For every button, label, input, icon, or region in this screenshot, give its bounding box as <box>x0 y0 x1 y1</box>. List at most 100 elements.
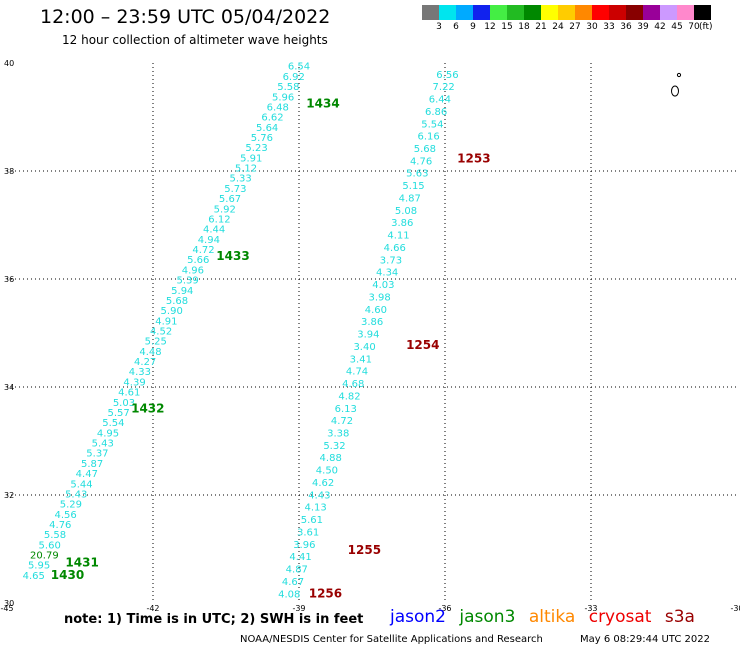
wave-height-label: 6.54 <box>288 62 310 73</box>
wave-height-label: 5.58 <box>277 82 299 93</box>
wave-height-label: 5.92 <box>214 204 236 215</box>
colorbar-label: 33 <box>603 22 615 32</box>
legend-jason3: jason3 <box>459 607 516 627</box>
pass-time-label: 1432 <box>131 402 164 416</box>
colorbar-label: 21 <box>535 22 547 32</box>
wave-height-label: 5.39 <box>176 276 198 287</box>
colorbar-swatch <box>490 5 507 20</box>
colorbar-label: 6 <box>453 22 459 32</box>
wave-height-label: 4.88 <box>320 453 342 464</box>
wave-height-label: 5.96 <box>272 92 294 103</box>
wave-height-label: 5.33 <box>230 174 252 185</box>
wave-height-label: 5.94 <box>171 286 193 297</box>
colorbar-label: 27 <box>569 22 581 32</box>
colorbar-swatch <box>422 5 439 20</box>
colorbar-swatch <box>524 5 541 20</box>
wave-height-label: 5.68 <box>414 144 436 155</box>
legend-jason2: jason2 <box>390 607 446 627</box>
colorbar-label: 9 <box>470 22 476 32</box>
pass-time-label: 1255 <box>348 543 381 557</box>
y-tick-label: 38 <box>4 167 14 176</box>
colorbar-swatch <box>660 5 677 20</box>
colorbar-swatch <box>643 5 660 20</box>
wave-height-label: 3.41 <box>350 354 372 365</box>
wave-height-label: 3.98 <box>369 292 391 303</box>
wave-height-label: 5.91 <box>240 153 262 164</box>
wave-height-label: 5.32 <box>323 441 345 452</box>
footer-credit: NOAA/NESDIS Center for Satellite Applica… <box>240 634 543 645</box>
wave-height-label: 5.03 <box>113 398 135 409</box>
colorbar-label: 18 <box>518 22 530 32</box>
wave-height-label: 3.86 <box>361 317 383 328</box>
wave-height-label: 5.43 <box>92 439 114 450</box>
wave-height-label: 4.39 <box>123 377 145 388</box>
pass-time-label: 1431 <box>65 556 98 570</box>
wave-height-label: 4.62 <box>312 478 334 489</box>
wave-height-label: 6.48 <box>267 102 289 113</box>
wave-height-label: 4.87 <box>286 565 308 576</box>
wave-height-label: 4.60 <box>365 305 387 316</box>
pass-time-label: 1256 <box>309 586 342 600</box>
wave-height-label: 5.29 <box>60 500 82 511</box>
wave-height-label: 4.03 <box>372 280 394 291</box>
wave-height-label: 6.56 <box>436 70 458 81</box>
wave-height-label: 4.96 <box>182 265 204 276</box>
wave-height-label: 5.67 <box>219 194 241 205</box>
wave-height-label: 4.61 <box>118 388 140 399</box>
colorbar-label: 15 <box>501 22 513 32</box>
colorbar-swatch <box>439 5 456 20</box>
wave-height-label: 5.23 <box>245 143 267 154</box>
pass-time-label: 1253 <box>457 152 490 166</box>
colorbar-label: 12 <box>484 22 496 32</box>
colorbar-label: 36 <box>620 22 632 32</box>
wave-height-label: 5.25 <box>145 337 167 348</box>
chart-title: 12:00 – 23:59 UTC 05/04/2022 <box>40 6 331 28</box>
colorbar-swatch <box>507 5 524 20</box>
legend-altika: altika <box>528 607 576 627</box>
colorbar-label: 24 <box>552 22 564 32</box>
wave-height-label: 4.47 <box>76 469 98 480</box>
wave-height-label: 4.52 <box>150 326 172 337</box>
colorbar-label: 30 <box>586 22 598 32</box>
wave-height-label: 4.13 <box>304 503 326 514</box>
wave-height-label: 4.44 <box>203 225 225 236</box>
wave-height-label: 6.44 <box>429 95 451 106</box>
wave-height-label: 4.48 <box>139 347 161 358</box>
wave-height-label: 3.86 <box>391 218 413 229</box>
wave-height-label: 3.96 <box>293 540 315 551</box>
colorbar-unit: (ft) <box>699 22 713 32</box>
wave-height-label: 20.79 <box>30 551 59 562</box>
island-marker <box>671 85 679 97</box>
wave-height-label: 4.72 <box>331 416 353 427</box>
wave-height-label: 4.91 <box>155 316 177 327</box>
colorbar-swatch <box>541 5 558 20</box>
wave-height-label: 4.74 <box>346 367 368 378</box>
colorbar-swatch <box>694 5 711 20</box>
island-marker <box>676 72 682 78</box>
colorbar-label: 70 <box>688 22 700 32</box>
wave-height-label: 6.12 <box>208 214 230 225</box>
wave-height-label: 4.82 <box>338 391 360 402</box>
y-tick-label: 34 <box>4 383 14 392</box>
x-tick-label: -36 <box>438 604 451 613</box>
wave-height-label: 5.68 <box>166 296 188 307</box>
x-tick-label: -45 <box>0 604 13 613</box>
pass-time-label: 1430 <box>51 568 84 582</box>
wave-height-label: 4.08 <box>278 589 300 600</box>
wave-height-label: 3.40 <box>353 342 375 353</box>
units-note: note: 1) Time is in UTC; 2) SWH is in fe… <box>64 612 364 627</box>
wave-height-label: 4.27 <box>134 357 156 368</box>
wave-height-label: 6.13 <box>335 404 357 415</box>
wave-height-label: 5.87 <box>81 459 103 470</box>
wave-height-label: 5.64 <box>256 123 278 134</box>
wave-height-label: 5.73 <box>224 184 246 195</box>
x-tick-label: -33 <box>584 604 597 613</box>
wave-height-label: 4.87 <box>399 193 421 204</box>
y-tick-label: 30 <box>4 599 14 608</box>
legend-s3a: s3a <box>664 607 695 627</box>
y-tick-label: 36 <box>4 275 14 284</box>
wave-height-label: 5.76 <box>251 133 273 144</box>
wave-height-label: 4.95 <box>97 428 119 439</box>
wave-height-label: 5.58 <box>44 530 66 541</box>
wave-height-label: 4.33 <box>129 367 151 378</box>
